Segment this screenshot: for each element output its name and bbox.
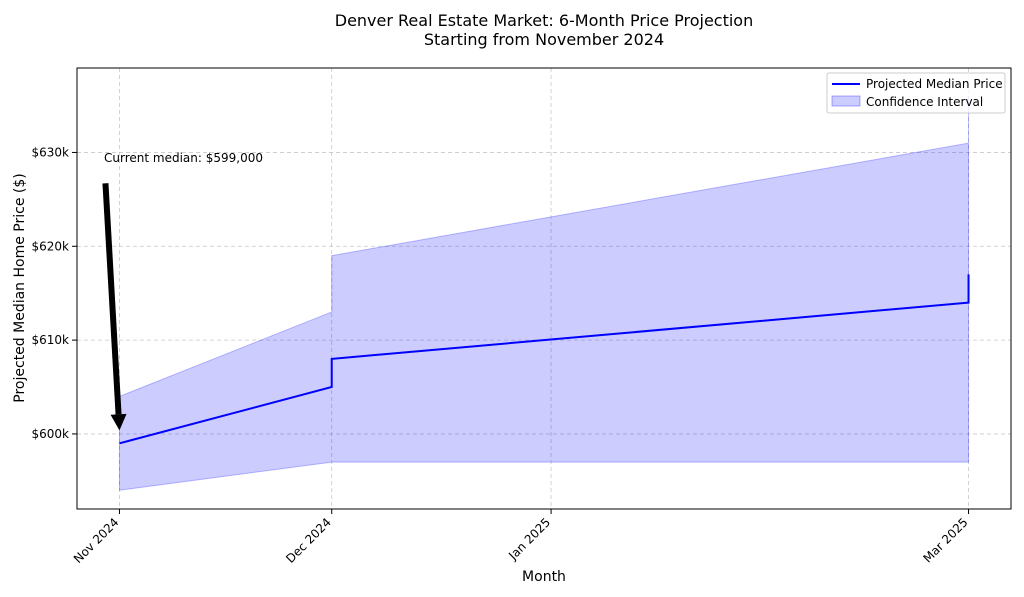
- annotation-text: Current median: $599,000: [104, 151, 263, 165]
- y-axis-label: Projected Median Home Price ($): [12, 173, 28, 402]
- annotation-layer: Current median: $599,000: [102, 151, 263, 431]
- y-tick-label: $600k: [32, 427, 70, 441]
- price-line-layer: [119, 274, 970, 445]
- annotation-arrow-head: [110, 413, 127, 431]
- y-ticks: $600k $610k $620k $630k: [32, 145, 77, 441]
- chart-title: Denver Real Estate Market: 6-Month Price…: [335, 11, 753, 30]
- y-tick-label: $620k: [32, 239, 70, 253]
- legend-band-swatch: [831, 95, 861, 107]
- legend-label-price: Projected Median Price: [866, 77, 1003, 91]
- legend-box: [826, 72, 1006, 114]
- legend: Projected Median Price Confidence Interv…: [826, 72, 1006, 114]
- confidence-band-layer: [118, 96, 970, 491]
- plot-frame: [76, 67, 1012, 510]
- confidence-band: [118, 96, 970, 491]
- chart-subtitle: Starting from November 2024: [424, 30, 664, 49]
- x-axis-label: Month: [522, 569, 566, 585]
- series-line-projected-median: [119, 274, 970, 445]
- grid: [77, 68, 1011, 509]
- annotation-arrow-shaft: [102, 183, 122, 415]
- legend-label-confidence: Confidence Interval: [866, 95, 983, 109]
- y-tick-label: $610k: [32, 333, 70, 347]
- y-tick-label: $630k: [32, 145, 70, 159]
